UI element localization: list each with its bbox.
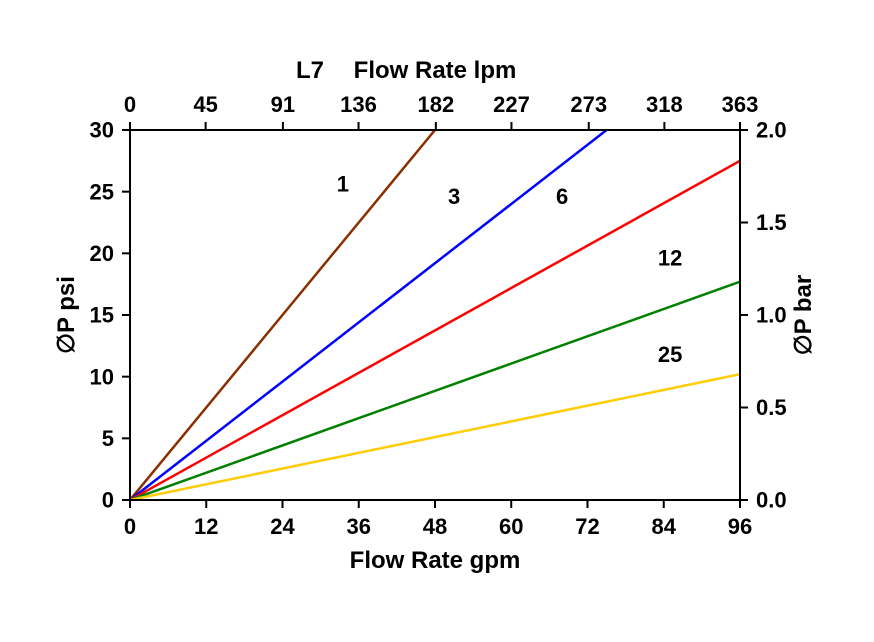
yl-tick-label: 0 <box>102 488 114 513</box>
yl-tick-label: 25 <box>90 179 114 204</box>
xt-tick-label: 227 <box>493 92 530 117</box>
xb-tick-label: 0 <box>124 514 136 539</box>
yr-tick-label: 0.5 <box>756 395 787 420</box>
series-label-12: 12 <box>658 246 682 271</box>
yl-tick-label: 15 <box>90 303 114 328</box>
yr-tick-label: 1.5 <box>756 210 787 235</box>
xt-tick-label: 136 <box>340 92 377 117</box>
yl-tick-label: 10 <box>90 364 114 389</box>
xb-tick-label: 24 <box>270 514 295 539</box>
yl-tick-label: 5 <box>102 426 114 451</box>
xt-tick-label: 0 <box>124 92 136 117</box>
xb-tick-label: 48 <box>423 514 447 539</box>
x-bottom-label: Flow Rate gpm <box>350 547 521 574</box>
xt-tick-label: 318 <box>646 92 683 117</box>
series-label-3: 3 <box>448 184 460 209</box>
yl-tick-label: 20 <box>90 241 114 266</box>
xt-tick-label: 182 <box>417 92 454 117</box>
xb-tick-label: 60 <box>499 514 523 539</box>
xt-tick-label: 273 <box>570 92 607 117</box>
y-right-label: ∅P bar <box>790 275 817 356</box>
xb-tick-label: 36 <box>347 514 371 539</box>
yr-tick-label: 2.0 <box>756 118 787 143</box>
xt-tick-label: 45 <box>193 92 217 117</box>
xb-tick-label: 12 <box>194 514 218 539</box>
yr-tick-label: 0.0 <box>756 488 787 513</box>
yr-tick-label: 1.0 <box>756 303 787 328</box>
xt-tick-label: 363 <box>722 92 759 117</box>
y-left-label: ∅P psi <box>53 276 80 354</box>
yl-tick-label: 30 <box>90 118 114 143</box>
x-top-label: Flow Rate lpm <box>354 57 517 84</box>
xb-tick-label: 72 <box>575 514 599 539</box>
xb-tick-label: 84 <box>652 514 677 539</box>
series-label-25: 25 <box>658 342 682 367</box>
xb-tick-label: 96 <box>728 514 752 539</box>
chart-svg: 01224364860728496Flow Rate gpm0459113618… <box>0 0 874 642</box>
pressure-flow-chart: 01224364860728496Flow Rate gpm0459113618… <box>0 0 874 642</box>
chart-title-prefix: L7 <box>296 57 324 84</box>
series-label-6: 6 <box>556 184 568 209</box>
series-label-1: 1 <box>337 172 349 197</box>
xt-tick-label: 91 <box>271 92 295 117</box>
